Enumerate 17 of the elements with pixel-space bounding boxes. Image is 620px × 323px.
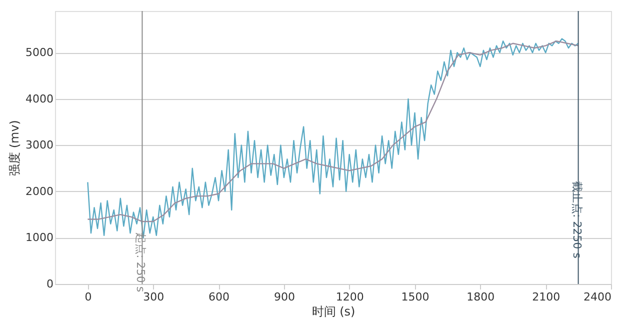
y-tick-label: 3000	[26, 138, 54, 152]
x-tick-label: 2100	[532, 290, 560, 304]
y-tick-label: 1000	[26, 231, 54, 244]
y-axis-title: 强度 (mv)	[8, 120, 22, 176]
x-tick-label: 600	[208, 290, 230, 304]
x-tick-label: 1200	[336, 290, 364, 304]
x-tick-label: 2400	[584, 290, 612, 304]
x-axis-title: 时间 (s)	[312, 304, 356, 318]
y-tick-label: 2000	[26, 184, 54, 198]
y-tick-label: 0	[46, 278, 54, 290]
x-tick-label: 900	[274, 290, 295, 304]
y-tick-label: 4000	[26, 92, 54, 106]
x-tick-label: 1500	[401, 290, 430, 304]
x-tick-label: 300	[143, 290, 164, 304]
x-tick-label: 0	[84, 290, 92, 304]
y-tick-label: 5000	[26, 46, 54, 60]
x-tick-label: 1800	[466, 290, 495, 304]
